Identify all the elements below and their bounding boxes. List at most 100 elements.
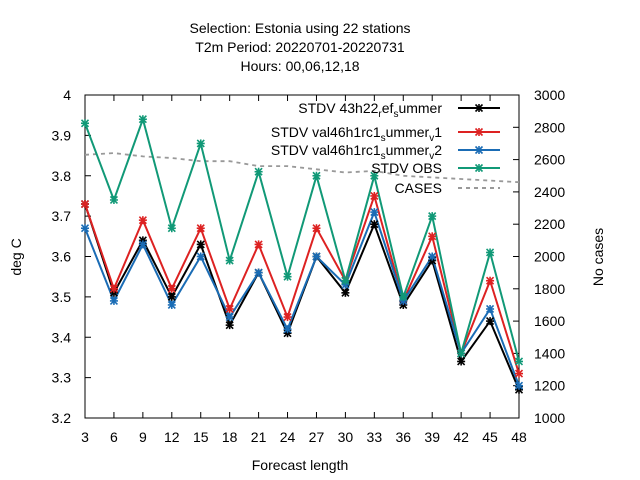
x-tick-label: 12: [164, 429, 180, 445]
data-point: [312, 224, 321, 233]
legend-entry: STDV val46h1rc1summerv1: [271, 124, 500, 144]
data-point: [514, 369, 524, 378]
data-point: [196, 224, 205, 233]
x-tick-label: 24: [280, 429, 296, 445]
data-point: [370, 171, 379, 180]
data-point: [109, 296, 118, 305]
data-point: [428, 232, 437, 241]
x-tick-label: 15: [193, 429, 209, 445]
data-point: [254, 268, 263, 277]
data-point: [196, 139, 205, 148]
legend-entry: STDV OBS: [371, 160, 500, 176]
data-point: [283, 272, 292, 281]
y-tick-label: 3.7: [52, 208, 72, 224]
x-tick-label: 39: [424, 429, 440, 445]
legend-marker: [474, 103, 484, 113]
data-point: [225, 312, 234, 322]
legend-entry: STDV val46h1rc1summerv2: [271, 142, 500, 162]
y-axis-label: deg C: [8, 238, 24, 275]
data-point: [225, 256, 234, 265]
x-tick-label: 33: [367, 429, 383, 445]
x-tick-label: 36: [395, 429, 411, 445]
title-line-2: T2m Period: 20220701-20220731: [195, 39, 405, 55]
series-line: [84, 115, 520, 362]
data-point: [109, 284, 118, 293]
data-point: [486, 304, 495, 314]
y2-tick-label: 1000: [534, 410, 565, 426]
series-line: [84, 152, 520, 184]
y2-tick-label: 1400: [534, 345, 565, 361]
data-point: [254, 240, 263, 249]
y2-tick-label: 1200: [534, 378, 565, 394]
data-point: [341, 288, 350, 297]
series-lines: [84, 115, 520, 391]
data-point: [370, 208, 379, 217]
y2-tick-label: 2600: [534, 152, 565, 168]
series-points: [80, 115, 524, 394]
y-tick-label: 3.4: [52, 329, 72, 345]
data-point: [196, 252, 205, 261]
y2-tick-label: 2800: [534, 119, 565, 135]
data-point: [109, 195, 118, 205]
x-tick-label: 9: [139, 429, 147, 445]
data-point: [312, 252, 321, 261]
data-point: [486, 317, 495, 326]
y-tick-label: 4: [63, 87, 71, 103]
data-point: [457, 349, 466, 358]
data-point: [225, 304, 234, 314]
y2-tick-label: 2200: [534, 216, 565, 232]
data-point: [457, 357, 466, 366]
data-point: [486, 276, 495, 285]
legend-entry: STDV 43h22refsummer: [298, 100, 500, 120]
y2-tick-label: 3000: [534, 87, 565, 103]
y-tick-label: 3.9: [52, 127, 72, 143]
data-point: [514, 357, 524, 366]
y2-tick-label: 1600: [534, 313, 565, 329]
axes-ticks: 3 6 9 12 15 18 21 24 27 30 33 36 39 42 45 483.23.33.43.…: [52, 87, 566, 445]
legend-label: CASES: [395, 180, 442, 196]
data-point: [80, 199, 90, 209]
data-point: [138, 240, 147, 249]
data-point: [80, 119, 90, 128]
data-point: [138, 115, 147, 124]
legend-label: STDV OBS: [371, 160, 442, 176]
series-line: [84, 203, 520, 391]
data-point: [283, 312, 292, 322]
legend: STDV 43h22refsummer STDV val46h1rc1summer…: [271, 100, 500, 196]
x-tick-label: 3: [81, 429, 89, 445]
data-point: [428, 212, 437, 221]
data-point: [167, 284, 176, 293]
legend-marker: [474, 145, 484, 155]
data-point: [80, 224, 90, 233]
y2-tick-label: 2000: [534, 249, 565, 265]
data-point: [167, 300, 176, 310]
data-point: [399, 292, 408, 301]
title-line-3: Hours: 00,06,12,18: [240, 58, 359, 74]
data-point: [196, 240, 205, 249]
x-tick-label: 18: [222, 429, 238, 445]
data-point: [428, 252, 437, 261]
y2-axis-label: No cases: [590, 228, 606, 286]
legend-marker: [474, 163, 484, 173]
data-point: [283, 325, 292, 334]
data-point: [312, 171, 321, 180]
data-point: [138, 216, 147, 225]
chart-title: Selection: Estonia using 22 stations T2m…: [189, 20, 410, 74]
x-tick-label: 45: [482, 429, 498, 445]
y-tick-label: 3.5: [52, 289, 72, 305]
series-line: [84, 192, 520, 374]
legend-label: STDV val46h1rc1summerv2: [271, 142, 442, 162]
x-tick-label: 30: [338, 429, 354, 445]
data-point: [167, 292, 176, 301]
data-point: [167, 224, 176, 233]
y-tick-label: 3.2: [52, 410, 72, 426]
x-tick-label: 27: [309, 429, 325, 445]
legend-marker: [474, 127, 484, 137]
data-point: [341, 276, 350, 285]
y-tick-label: 3.8: [52, 168, 72, 184]
x-tick-label: 6: [110, 429, 118, 445]
y2-tick-label: 1800: [534, 281, 565, 297]
data-point: [225, 321, 234, 330]
x-tick-label: 48: [511, 429, 527, 445]
